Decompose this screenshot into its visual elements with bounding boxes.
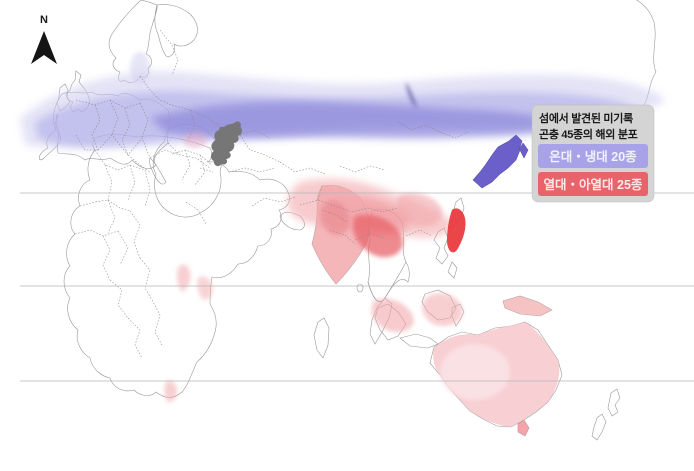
svg-text:N: N <box>40 14 48 26</box>
svg-text:온대・냉대 20종: 온대・냉대 20종 <box>549 149 637 164</box>
svg-text:섬에서 발견된 미기록: 섬에서 발견된 미기록 <box>539 111 633 125</box>
svg-text:열대・아열대 25종: 열대・아열대 25종 <box>544 177 643 192</box>
svg-text:곤충 45종의 해외 분포: 곤충 45종의 해외 분포 <box>539 127 638 141</box>
